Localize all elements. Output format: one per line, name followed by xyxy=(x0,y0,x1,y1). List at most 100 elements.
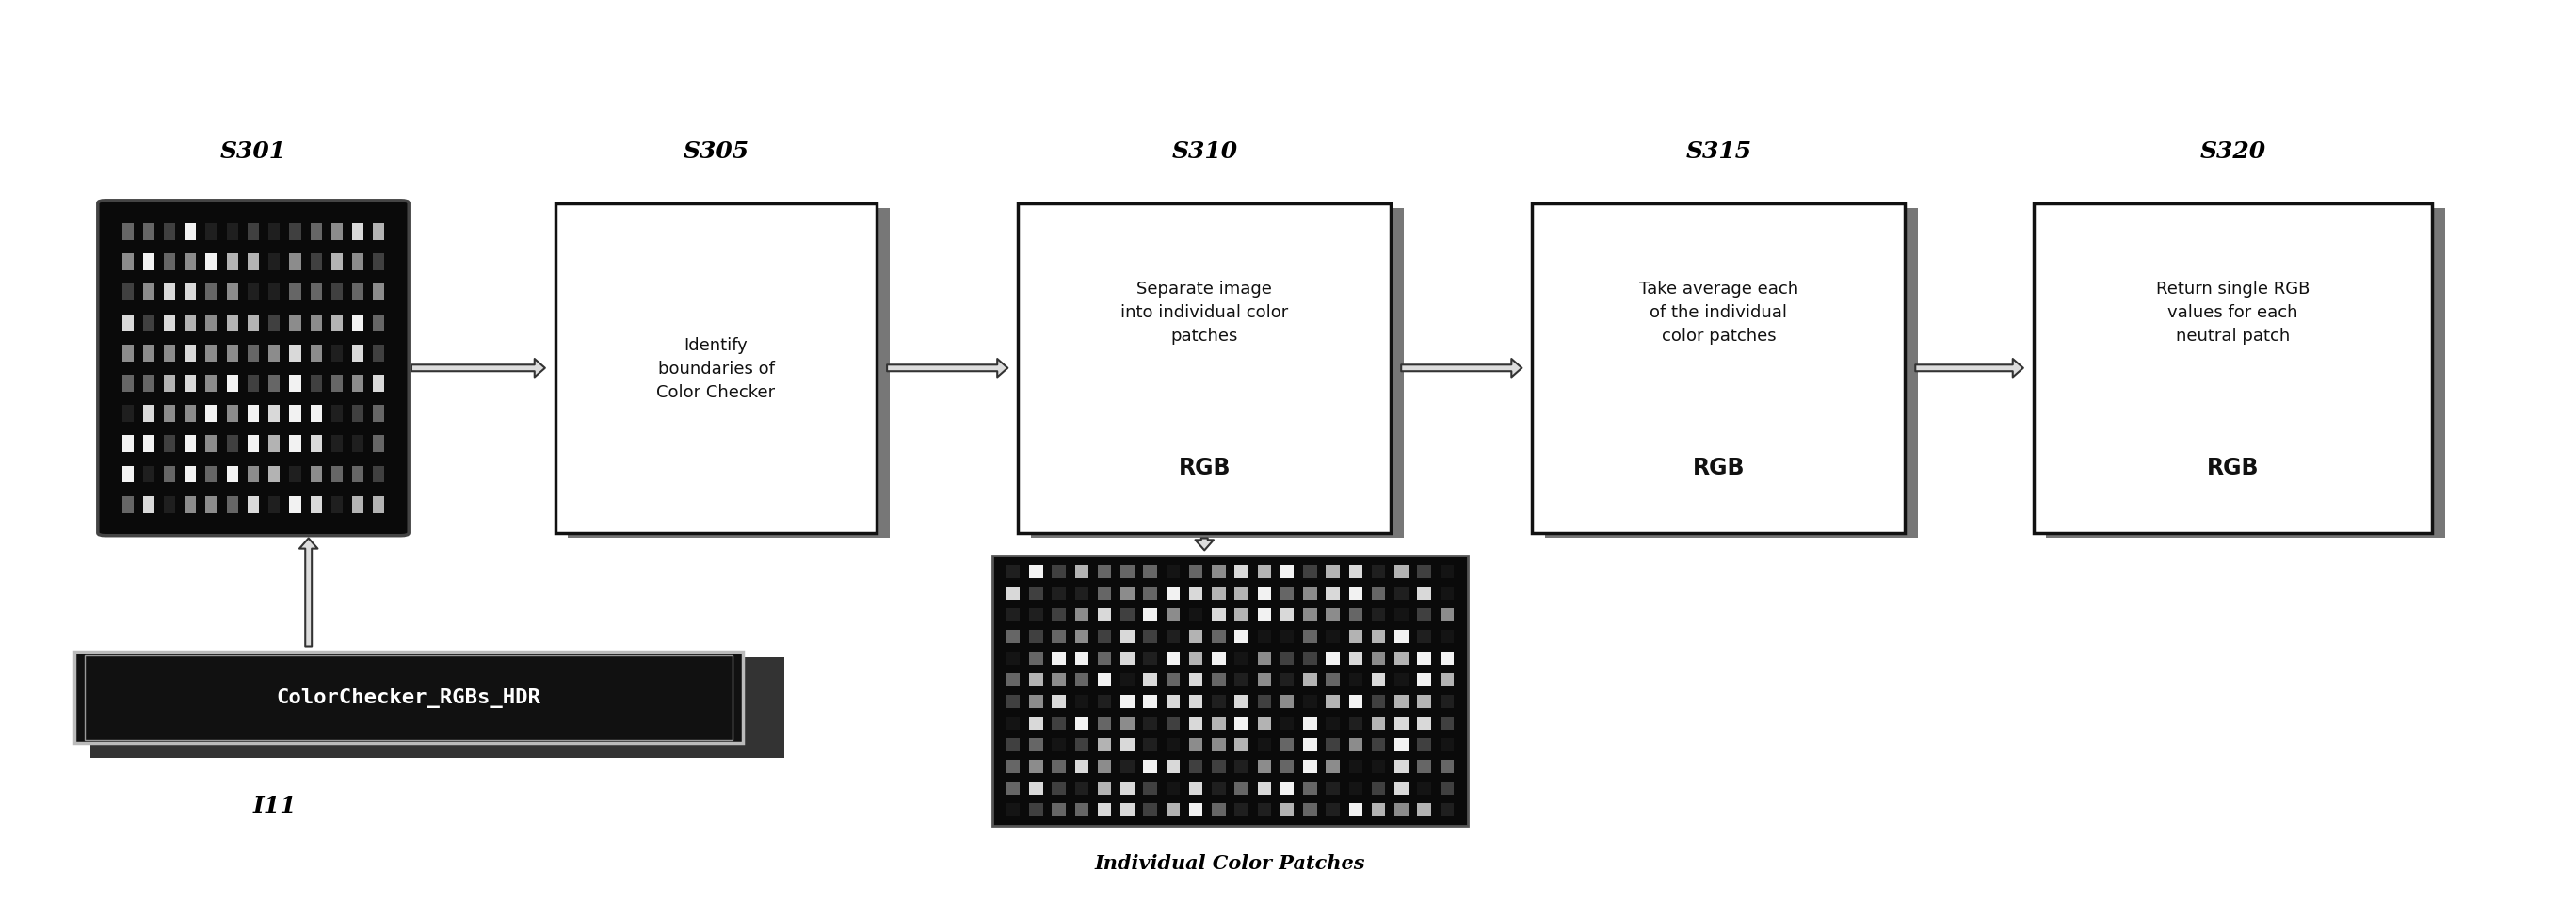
FancyBboxPatch shape xyxy=(1144,630,1157,643)
FancyBboxPatch shape xyxy=(1097,717,1110,730)
FancyBboxPatch shape xyxy=(1370,696,1386,708)
FancyBboxPatch shape xyxy=(1394,760,1409,773)
FancyBboxPatch shape xyxy=(206,497,216,513)
FancyBboxPatch shape xyxy=(1417,587,1432,601)
FancyBboxPatch shape xyxy=(1190,782,1203,795)
FancyBboxPatch shape xyxy=(1121,696,1133,708)
FancyBboxPatch shape xyxy=(1007,566,1020,579)
FancyBboxPatch shape xyxy=(332,284,343,301)
FancyBboxPatch shape xyxy=(247,406,260,422)
FancyBboxPatch shape xyxy=(165,406,175,422)
FancyBboxPatch shape xyxy=(1533,204,1906,534)
FancyBboxPatch shape xyxy=(1327,673,1340,686)
FancyBboxPatch shape xyxy=(353,345,363,362)
FancyBboxPatch shape xyxy=(1074,566,1090,579)
FancyBboxPatch shape xyxy=(374,497,384,513)
FancyBboxPatch shape xyxy=(1350,587,1363,601)
FancyBboxPatch shape xyxy=(227,315,237,331)
FancyBboxPatch shape xyxy=(1257,739,1270,752)
FancyBboxPatch shape xyxy=(1327,587,1340,601)
FancyBboxPatch shape xyxy=(332,224,343,240)
FancyBboxPatch shape xyxy=(1440,566,1453,579)
FancyBboxPatch shape xyxy=(1167,566,1180,579)
FancyBboxPatch shape xyxy=(1167,760,1180,773)
FancyBboxPatch shape xyxy=(309,284,322,301)
FancyBboxPatch shape xyxy=(247,315,260,331)
FancyBboxPatch shape xyxy=(289,315,301,331)
FancyBboxPatch shape xyxy=(289,284,301,301)
FancyBboxPatch shape xyxy=(1417,609,1432,622)
FancyBboxPatch shape xyxy=(1280,566,1293,579)
FancyBboxPatch shape xyxy=(185,375,196,392)
Text: Take average each
of the individual
color patches: Take average each of the individual colo… xyxy=(1638,281,1798,344)
FancyBboxPatch shape xyxy=(1303,739,1316,752)
FancyBboxPatch shape xyxy=(2045,209,2445,538)
FancyBboxPatch shape xyxy=(1074,673,1090,686)
Text: S315: S315 xyxy=(1685,140,1752,163)
FancyBboxPatch shape xyxy=(142,254,155,270)
FancyBboxPatch shape xyxy=(309,345,322,362)
FancyBboxPatch shape xyxy=(1257,566,1270,579)
FancyBboxPatch shape xyxy=(1074,782,1090,795)
FancyBboxPatch shape xyxy=(1303,717,1316,730)
FancyBboxPatch shape xyxy=(1280,673,1293,686)
FancyBboxPatch shape xyxy=(1417,566,1432,579)
FancyBboxPatch shape xyxy=(1144,696,1157,708)
FancyBboxPatch shape xyxy=(1370,566,1386,579)
FancyBboxPatch shape xyxy=(1350,717,1363,730)
FancyBboxPatch shape xyxy=(1121,566,1133,579)
FancyBboxPatch shape xyxy=(1211,566,1226,579)
FancyBboxPatch shape xyxy=(1327,630,1340,643)
FancyBboxPatch shape xyxy=(1097,782,1110,795)
FancyBboxPatch shape xyxy=(1350,696,1363,708)
Text: S305: S305 xyxy=(683,140,750,163)
FancyBboxPatch shape xyxy=(1234,782,1249,795)
FancyBboxPatch shape xyxy=(121,406,134,422)
FancyBboxPatch shape xyxy=(1097,566,1110,579)
FancyBboxPatch shape xyxy=(1167,652,1180,665)
FancyBboxPatch shape xyxy=(121,436,134,453)
Text: S320: S320 xyxy=(2200,140,2267,163)
FancyBboxPatch shape xyxy=(1417,782,1432,795)
FancyBboxPatch shape xyxy=(121,466,134,483)
FancyBboxPatch shape xyxy=(1007,760,1020,773)
FancyBboxPatch shape xyxy=(1546,209,1919,538)
FancyBboxPatch shape xyxy=(1417,630,1432,643)
FancyBboxPatch shape xyxy=(142,436,155,453)
FancyBboxPatch shape xyxy=(332,254,343,270)
FancyBboxPatch shape xyxy=(353,406,363,422)
FancyBboxPatch shape xyxy=(1051,760,1066,773)
FancyBboxPatch shape xyxy=(1280,652,1293,665)
FancyBboxPatch shape xyxy=(1234,696,1249,708)
FancyBboxPatch shape xyxy=(1234,566,1249,579)
FancyBboxPatch shape xyxy=(185,315,196,331)
FancyBboxPatch shape xyxy=(1257,696,1270,708)
FancyBboxPatch shape xyxy=(1144,760,1157,773)
FancyBboxPatch shape xyxy=(227,254,237,270)
FancyBboxPatch shape xyxy=(1440,717,1453,730)
FancyBboxPatch shape xyxy=(374,406,384,422)
FancyBboxPatch shape xyxy=(1280,717,1293,730)
FancyBboxPatch shape xyxy=(1440,609,1453,622)
FancyBboxPatch shape xyxy=(1327,609,1340,622)
FancyBboxPatch shape xyxy=(1211,717,1226,730)
FancyBboxPatch shape xyxy=(1144,782,1157,795)
FancyBboxPatch shape xyxy=(1097,696,1110,708)
FancyBboxPatch shape xyxy=(1167,739,1180,752)
FancyBboxPatch shape xyxy=(1167,673,1180,686)
FancyBboxPatch shape xyxy=(1257,782,1270,795)
Text: RGB: RGB xyxy=(1177,456,1231,478)
Text: Return single RGB
values for each
neutral patch: Return single RGB values for each neutra… xyxy=(2156,281,2311,344)
FancyBboxPatch shape xyxy=(1350,609,1363,622)
FancyBboxPatch shape xyxy=(332,497,343,513)
FancyBboxPatch shape xyxy=(1303,566,1316,579)
FancyBboxPatch shape xyxy=(1074,803,1090,816)
FancyBboxPatch shape xyxy=(309,497,322,513)
FancyBboxPatch shape xyxy=(1190,566,1203,579)
FancyBboxPatch shape xyxy=(1051,782,1066,795)
FancyBboxPatch shape xyxy=(1350,652,1363,665)
FancyBboxPatch shape xyxy=(992,556,1468,826)
FancyBboxPatch shape xyxy=(1211,587,1226,601)
FancyBboxPatch shape xyxy=(1211,652,1226,665)
FancyBboxPatch shape xyxy=(227,406,237,422)
